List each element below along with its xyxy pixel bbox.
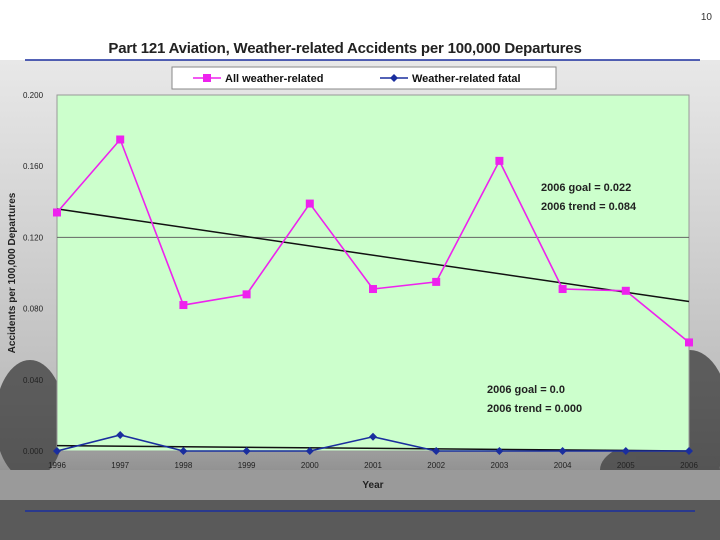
x-axis-label: Year — [362, 480, 383, 491]
data-point — [53, 447, 61, 455]
x-tick-label: 1996 — [48, 461, 66, 470]
y-axis-ticks: 0.000 0.040 0.080 0.120 0.160 0.200 — [23, 91, 44, 456]
data-point — [305, 199, 314, 208]
legend-label: Weather-related fatal — [412, 73, 521, 85]
x-tick-label: 2001 — [364, 461, 382, 470]
y-tick-label: 0.160 — [23, 162, 44, 171]
x-axis-ticks: 1996 1997 1998 1999 2000 2001 2002 2003 2004 2005… — [48, 461, 698, 470]
data-point — [305, 447, 314, 455]
data-point — [179, 301, 188, 310]
legend-marker — [390, 74, 398, 82]
x-tick-label: 1997 — [111, 461, 129, 470]
x-tick-label: 2006 — [680, 461, 698, 470]
y-tick-label: 0.040 — [23, 376, 44, 385]
x-tick-label: 2003 — [491, 461, 509, 470]
series — [53, 135, 693, 455]
chart-title: Part 121 Aviation, Weather-related Accid… — [108, 40, 582, 57]
legend-label: All weather-related — [225, 73, 323, 85]
data-point — [369, 432, 377, 441]
page-number: 10 — [700, 12, 712, 23]
y-tick-label: 0.200 — [23, 91, 44, 100]
y-axis-label: Accidents per 100,000 Departures — [7, 192, 18, 353]
legend-box — [171, 66, 557, 90]
legend: All weather-related Weather-related fatal — [193, 73, 521, 85]
data-point — [621, 447, 630, 455]
plot-area — [56, 94, 690, 452]
data-point — [242, 290, 251, 299]
data-point — [116, 135, 125, 144]
data-point — [242, 447, 251, 455]
annotation-text: 2006 goal = 0.0 — [487, 384, 565, 396]
data-point — [685, 338, 693, 347]
annotation-text: 2006 trend = 0.084 — [541, 201, 637, 213]
trend-line — [56, 208, 690, 303]
trend-lines — [56, 208, 690, 452]
data-point — [621, 286, 630, 295]
annotation-text: 2006 trend = 0.000 — [487, 403, 582, 415]
data-point — [558, 447, 567, 455]
x-tick-label: 2000 — [301, 461, 319, 470]
annotation-text: 2006 goal = 0.022 — [541, 182, 631, 194]
x-tick-label: 2005 — [617, 461, 635, 470]
data-point — [495, 156, 504, 165]
trend-line — [56, 444, 690, 452]
x-tick-label: 1999 — [238, 461, 256, 470]
data-point — [369, 285, 377, 294]
legend-marker — [203, 74, 211, 82]
x-tick-label: 1998 — [175, 461, 193, 470]
data-point — [432, 447, 441, 455]
x-tick-label: 2004 — [554, 461, 572, 470]
data-point — [685, 447, 693, 455]
y-tick-label: 0.080 — [23, 305, 44, 314]
data-point — [495, 447, 504, 455]
y-tick-label: 0.000 — [23, 447, 44, 456]
data-point — [116, 430, 125, 439]
x-tick-label: 2002 — [427, 461, 445, 470]
data-point — [53, 208, 61, 217]
data-point — [179, 447, 188, 455]
data-point — [432, 277, 441, 286]
annotations: 2006 goal = 0.022 2006 trend = 0.084 2006 … — [487, 182, 637, 415]
data-point — [558, 285, 567, 294]
y-tick-label: 0.120 — [23, 233, 44, 242]
